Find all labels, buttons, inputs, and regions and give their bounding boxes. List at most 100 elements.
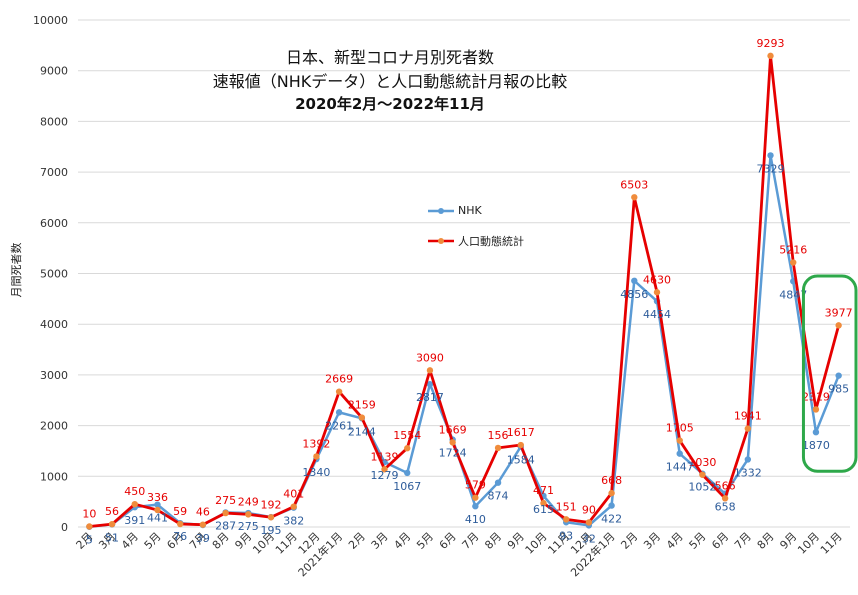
- y-tick-label: 5000: [40, 268, 68, 281]
- data-label-nhk: 410: [465, 513, 486, 526]
- data-label-vital: 579: [465, 479, 486, 492]
- x-tick-label: 10月: [795, 530, 822, 557]
- data-label-nhk: 287: [215, 519, 236, 532]
- x-tick-label: 10月: [523, 530, 550, 557]
- data-label-vital: 1617: [507, 426, 535, 439]
- data-label-nhk: 4454: [643, 308, 671, 321]
- data-label-nhk: 615: [533, 503, 554, 516]
- nhk-point: [676, 450, 683, 457]
- vital-point: [835, 322, 842, 329]
- data-label-vital: 151: [556, 500, 577, 513]
- data-label-vital: 1392: [302, 437, 330, 450]
- x-tick-label: 2月: [346, 530, 368, 552]
- x-tick-label: 8月: [482, 530, 504, 552]
- chart-title-line-2: 速報値（NHKデータ）と人口動態統計月報の比較: [212, 72, 568, 91]
- data-label-vital: 3090: [416, 351, 444, 364]
- data-label-vital: 1669: [439, 423, 467, 436]
- legend-label-nhk: NHK: [458, 204, 482, 217]
- vital-point: [290, 503, 297, 510]
- x-tick-label: 4月: [664, 530, 686, 552]
- x-tick-label: 6月: [437, 530, 459, 552]
- y-axis-ticks: 0 1000 2000 3000 4000 5000 6000 7000 8000 9000 100…: [33, 14, 68, 534]
- x-tick-label: 2月: [618, 530, 640, 552]
- vital-point: [335, 388, 343, 395]
- vital-point: [86, 523, 93, 530]
- data-label-vital: 9293: [757, 37, 785, 50]
- x-tick-label: 3月: [369, 530, 391, 552]
- vital-point: [585, 519, 593, 526]
- data-label-nhk: 275: [238, 520, 259, 533]
- vital-point: [653, 289, 661, 296]
- data-label-nhk: 391: [124, 514, 145, 527]
- vital-point: [790, 259, 797, 266]
- y-tick-label: 8000: [40, 115, 68, 128]
- y-tick-label: 9000: [40, 65, 68, 78]
- data-label-vital: 5216: [779, 244, 807, 257]
- vital-point: [540, 499, 547, 507]
- chart-title-line-1: 日本、新型コロナ月別死者数: [285, 48, 494, 67]
- data-label-nhk: 985: [828, 383, 849, 396]
- nhk-point: [404, 469, 411, 477]
- legend-label-vital: 人口動態統計: [458, 235, 524, 248]
- data-label-vital: 2669: [325, 373, 353, 386]
- y-tick-label: 3000: [40, 369, 68, 382]
- data-label-vital: 668: [601, 474, 622, 487]
- y-tick-label: 2000: [40, 420, 68, 433]
- data-label-nhk: 422: [601, 513, 622, 526]
- nhk-point: [472, 503, 479, 510]
- data-label-vital: 90: [582, 503, 596, 516]
- vital-point: [494, 444, 502, 452]
- data-label-nhk: 1870: [802, 439, 830, 452]
- x-tick-label: 3月: [641, 530, 663, 552]
- vital-point: [358, 414, 366, 421]
- x-tick-label: 5月: [414, 530, 436, 552]
- data-label-vital: 2159: [348, 399, 376, 412]
- nhk-point: [335, 409, 343, 416]
- nhk-point: [154, 501, 161, 508]
- data-label-vital: 4630: [643, 273, 671, 286]
- legend-marker-nhk: [428, 207, 454, 214]
- data-label-vital: 1705: [666, 422, 694, 435]
- data-label-nhk: 658: [715, 501, 736, 514]
- data-label-vital: 156: [488, 429, 509, 442]
- data-label-vital: 1941: [734, 410, 762, 423]
- x-tick-label: 11月: [818, 530, 845, 557]
- data-label-nhk: 874: [488, 490, 509, 503]
- legend-item-vital: 人口動態統計: [428, 233, 524, 249]
- data-label-vital: 59: [173, 505, 187, 518]
- nhk-point: [744, 456, 752, 463]
- vital-line: [89, 54, 840, 528]
- legend-item-nhk: NHK: [428, 204, 482, 217]
- data-label-vital: 6503: [620, 178, 648, 191]
- vital-point: [721, 495, 729, 502]
- vital-point: [222, 509, 229, 517]
- data-label-vital: 336: [147, 491, 168, 504]
- data-label-vital: 450: [124, 485, 145, 498]
- data-label-vital: 566: [715, 479, 736, 492]
- data-label-nhk: 5: [86, 534, 93, 547]
- data-label-nhk: 441: [147, 512, 168, 525]
- highlight-box: [801, 274, 858, 473]
- vital-point: [108, 520, 116, 528]
- data-label-nhk: 7329: [757, 162, 785, 175]
- legend-marker-vital: [428, 238, 454, 244]
- data-label-vital: 3977: [825, 306, 853, 319]
- vital-point: [176, 520, 184, 528]
- nhk-point: [494, 479, 502, 486]
- vital-point: [767, 52, 774, 60]
- x-tick-label: 8月: [210, 530, 232, 552]
- data-label-vital: 275: [215, 494, 236, 507]
- y-tick-label: 1000: [40, 470, 68, 483]
- nhk-point: [608, 502, 615, 509]
- y-tick-label: 10000: [33, 14, 68, 27]
- vital-point: [699, 471, 706, 478]
- x-tick-label: 4月: [391, 530, 413, 552]
- x-tick-label: 5月: [687, 530, 709, 552]
- vital-point: [245, 511, 252, 518]
- data-label-nhk: 93: [559, 529, 573, 542]
- vital-point: [154, 506, 161, 514]
- vital-point: [267, 514, 275, 521]
